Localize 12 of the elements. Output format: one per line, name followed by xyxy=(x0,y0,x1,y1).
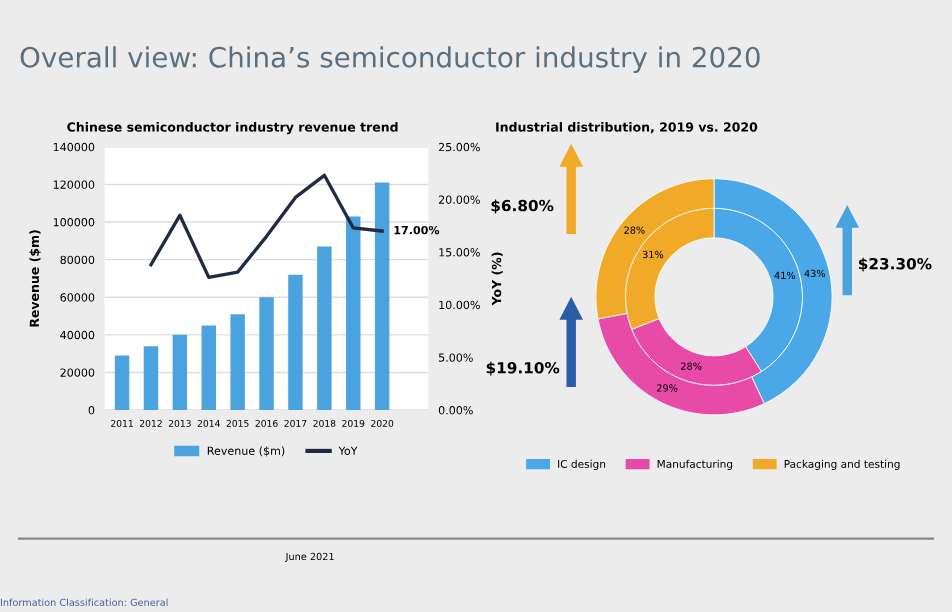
bar xyxy=(172,334,188,411)
bar xyxy=(346,216,361,411)
line-series xyxy=(149,173,384,280)
bar xyxy=(143,346,159,411)
chart-title: Overall view: China’s semiconductor industry in 2020 xyxy=(20,46,760,74)
bar xyxy=(374,182,390,411)
bar xyxy=(317,246,332,411)
bar xyxy=(288,274,303,411)
bar xyxy=(230,314,245,411)
bar xyxy=(114,355,130,411)
bar xyxy=(201,325,216,411)
bar xyxy=(259,297,274,411)
